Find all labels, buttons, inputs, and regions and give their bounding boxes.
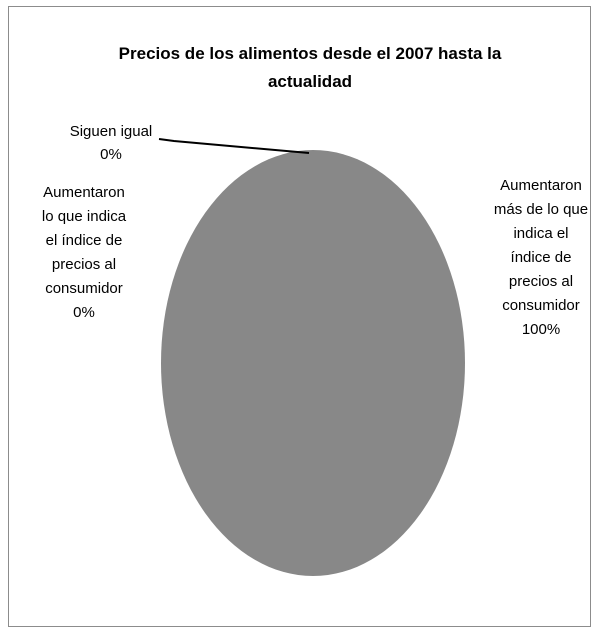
slice-label-1-line-0: Aumentaron [43,184,125,201]
slice-label-1-line-3: precios al [52,256,116,273]
leader-lines [158,138,310,154]
slice-label-0-line-1: 0% [100,146,122,163]
slice-label-2-line-6: 100% [522,321,560,338]
pie-chart: Precios de los alimentos desde el 2007 h… [42,44,588,576]
chart-frame: Precios de los alimentos desde el 2007 h… [8,6,591,627]
slice-label-1: Aumentaron lo que indica el índice de preci… [42,184,127,321]
slice-label-2: Aumentaron más de lo que indica el índice d… [494,177,588,338]
pie-slice-2 [161,150,465,576]
slice-label-1-line-5: 0% [73,304,95,321]
pie-slices [161,150,465,576]
slice-label-0: Siguen igual 0% [70,123,153,163]
slice-label-2-line-1: más de lo que [494,201,588,218]
slice-label-2-line-0: Aumentaron [500,177,582,194]
slice-label-2-line-4: precios al [509,273,573,290]
slice-label-0-line-0: Siguen igual [70,123,153,140]
slice-label-1-line-2: el índice de [46,232,123,249]
slice-label-1-line-4: consumidor [45,280,123,297]
slice-label-2-line-3: índice de [511,249,572,266]
slice-label-2-line-2: indica el [513,225,568,242]
chart-title-line-1: Precios de los alimentos desde el 2007 h… [119,44,502,63]
chart-title: Precios de los alimentos desde el 2007 h… [119,44,502,91]
chart-title-line-2: actualidad [268,72,352,91]
slice-label-1-line-1: lo que indica [42,208,127,225]
slice-label-2-line-5: consumidor [502,297,580,314]
slice-labels: Siguen igual 0% Aumentaron lo que indica el … [42,123,588,338]
leader-line-0 [158,138,310,154]
